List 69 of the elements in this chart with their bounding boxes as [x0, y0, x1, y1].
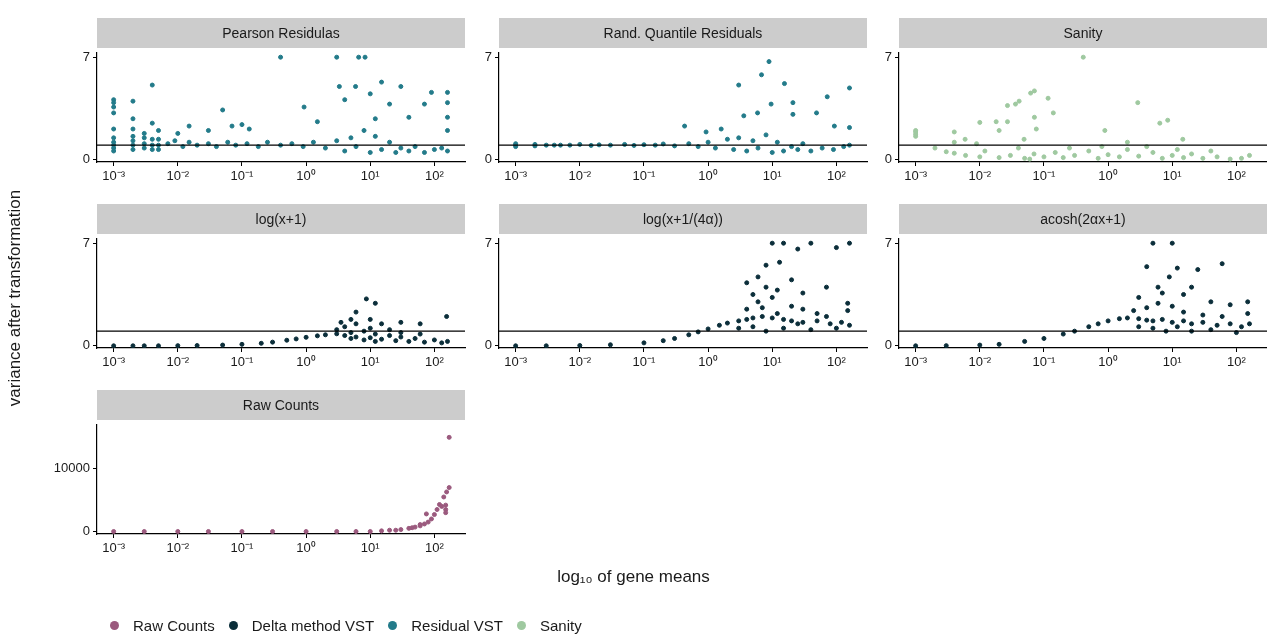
y-tick-label: 7: [884, 234, 892, 250]
x-tick-label: 10⁻²: [568, 168, 592, 184]
x-tick-label: 10⁻²: [166, 168, 190, 184]
y-tick-label: 7: [82, 234, 90, 250]
chart-title: log(x+1/(4α)): [499, 204, 867, 234]
x-tick-label: 10⁻³: [102, 540, 126, 556]
x-tick-label: 10⁰: [1098, 168, 1118, 184]
x-tick-label: 10¹: [360, 168, 381, 184]
x-tick-label: 10⁻²: [166, 540, 190, 556]
x-tick-label: 10⁻³: [904, 354, 928, 370]
x-tick-label: 10¹: [1162, 168, 1183, 184]
chart-title: log(x+1): [97, 204, 465, 234]
x-tick-label: 10¹: [360, 540, 381, 556]
y-tick-label: 7: [484, 234, 492, 250]
y-axis-title: variance after transformation: [5, 188, 25, 409]
x-tick-label: 10¹: [1162, 354, 1183, 370]
chart-title: Raw Counts: [97, 390, 465, 420]
x-tick-label: 10⁻¹: [632, 354, 657, 370]
chart-title: Rand. Quantile Residuals: [499, 18, 867, 48]
y-tick-label: 0: [884, 337, 892, 353]
x-tick-label: 10²: [1227, 354, 1247, 370]
x-tick-label: 10²: [425, 540, 445, 556]
y-tick-label: 7: [484, 48, 492, 64]
x-tick-label: 10²: [1227, 168, 1247, 184]
x-tick-label: 10⁰: [698, 168, 718, 184]
y-tick-label: 7: [82, 48, 90, 64]
x-tick-label: 10⁻³: [904, 168, 928, 184]
x-axis-title: log₁₀ of gene means: [556, 567, 711, 587]
x-tick-label: 10⁻¹: [1032, 354, 1057, 370]
x-tick-label: 10⁻²: [166, 354, 190, 370]
x-tick-label: 10⁻³: [504, 354, 528, 370]
x-tick-label: 10⁰: [296, 168, 316, 184]
chart-title: Sanity: [899, 18, 1267, 48]
x-tick-label: 10⁻¹: [1032, 168, 1057, 184]
y-tick-label: 0: [82, 337, 90, 353]
x-tick-label: 10⁰: [698, 354, 718, 370]
y-tick-label: 10000: [53, 460, 90, 476]
chart-title: acosh(2αx+1): [899, 204, 1267, 234]
x-tick-label: 10¹: [762, 168, 783, 184]
x-tick-label: 10¹: [762, 354, 783, 370]
x-tick-label: 10⁻¹: [230, 168, 255, 184]
x-tick-label: 10⁻²: [968, 168, 992, 184]
chart-title: Pearson Residulas: [97, 18, 465, 48]
y-tick-label: 0: [484, 151, 492, 167]
x-tick-label: 10²: [827, 168, 847, 184]
legend-label: Raw Counts: [133, 617, 215, 634]
legend-label: Sanity: [539, 617, 582, 634]
y-tick-label: 0: [884, 151, 892, 167]
x-tick-label: 10⁻³: [102, 354, 126, 370]
y-tick-label: 0: [82, 151, 90, 167]
x-tick-label: 10²: [425, 168, 445, 184]
x-tick-label: 10²: [425, 354, 445, 370]
x-tick-label: 10⁻¹: [230, 354, 255, 370]
x-tick-label: 10⁻²: [568, 354, 592, 370]
x-tick-label: 10⁻¹: [632, 168, 657, 184]
x-tick-label: 10²: [827, 354, 847, 370]
x-tick-label: 10⁻²: [968, 354, 992, 370]
legend-label: Residual VST: [411, 617, 503, 634]
x-tick-label: 10⁰: [296, 354, 316, 370]
x-tick-label: 10⁻³: [102, 168, 126, 184]
y-tick-label: 0: [484, 337, 492, 353]
x-tick-label: 10⁻³: [504, 168, 528, 184]
x-tick-label: 10⁰: [1098, 354, 1118, 370]
x-tick-label: 10⁻¹: [230, 540, 255, 556]
legend-label: Delta method VST: [251, 617, 375, 634]
x-tick-label: 10¹: [360, 354, 381, 370]
y-tick-label: 7: [884, 48, 892, 64]
x-tick-label: 10⁰: [296, 540, 316, 556]
y-tick-label: 0: [82, 523, 90, 539]
